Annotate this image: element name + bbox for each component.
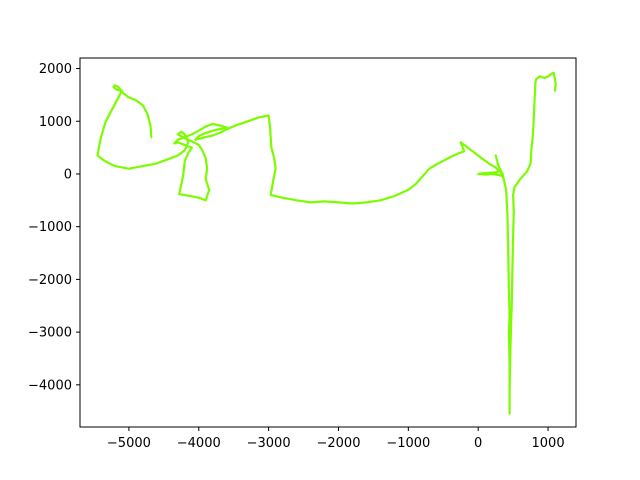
- series-layer: [96, 71, 557, 415]
- x-tick-label: −3000: [247, 436, 291, 451]
- x-tick-label: 1000: [532, 436, 565, 451]
- x-tick-label: −4000: [177, 436, 221, 451]
- y-tick-label: −4000: [28, 378, 72, 393]
- y-axis: −4000 −3000 −2000 −1000 0 1000 2000: [28, 62, 80, 393]
- y-tick-label: 1000: [39, 115, 72, 130]
- plot-area-frame: [79, 57, 577, 428]
- y-tick-label: −1000: [28, 220, 72, 235]
- y-tick-label: −3000: [28, 326, 72, 341]
- x-tick-label: −1000: [386, 436, 430, 451]
- y-tick-label: 0: [64, 167, 72, 182]
- x-tick-label: 0: [474, 436, 482, 451]
- x-tick-label: −2000: [316, 436, 360, 451]
- y-tick-label: −2000: [28, 273, 72, 288]
- series-line-0: [96, 71, 557, 415]
- y-tick-label: 2000: [39, 62, 72, 77]
- x-tick-label: −5000: [107, 436, 151, 451]
- x-axis: −5000 −4000 −3000 −2000 −1000 0 1000: [107, 427, 565, 451]
